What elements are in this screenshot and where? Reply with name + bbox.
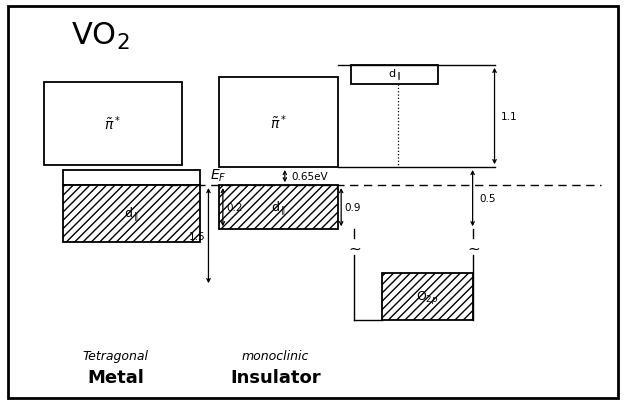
- Text: d$_{\parallel}$: d$_{\parallel}$: [387, 67, 401, 83]
- Text: Tetragonal: Tetragonal: [83, 350, 149, 362]
- Text: $E_F$: $E_F$: [210, 167, 226, 183]
- Text: $\sim$: $\sim$: [346, 240, 362, 255]
- Bar: [63, 186, 200, 243]
- Text: d$_{\parallel}$: d$_{\parallel}$: [271, 199, 286, 217]
- Text: 0.2: 0.2: [226, 202, 242, 213]
- Text: VO$_2$: VO$_2$: [71, 21, 130, 51]
- Text: Insulator: Insulator: [230, 368, 321, 386]
- Text: O$_{2p}$: O$_{2p}$: [416, 288, 439, 305]
- Bar: [219, 186, 338, 230]
- Text: monoclinic: monoclinic: [242, 350, 309, 362]
- Text: 0.9: 0.9: [344, 202, 361, 213]
- Text: d$_{\parallel}$: d$_{\parallel}$: [124, 205, 139, 223]
- Text: 1.5: 1.5: [188, 231, 205, 241]
- Text: 0.5: 0.5: [479, 194, 495, 204]
- Text: 1.1: 1.1: [501, 112, 518, 122]
- Text: Metal: Metal: [88, 368, 144, 386]
- Text: $\sim$: $\sim$: [464, 240, 481, 255]
- Bar: [63, 170, 200, 186]
- Bar: [351, 66, 438, 85]
- Text: 0.65eV: 0.65eV: [291, 172, 328, 182]
- Bar: [44, 83, 182, 165]
- Text: $\tilde{\pi}^*$: $\tilde{\pi}^*$: [270, 113, 287, 132]
- Bar: [219, 77, 338, 168]
- Bar: [382, 273, 473, 320]
- Text: $\tilde{\pi}^*$: $\tilde{\pi}^*$: [105, 115, 121, 133]
